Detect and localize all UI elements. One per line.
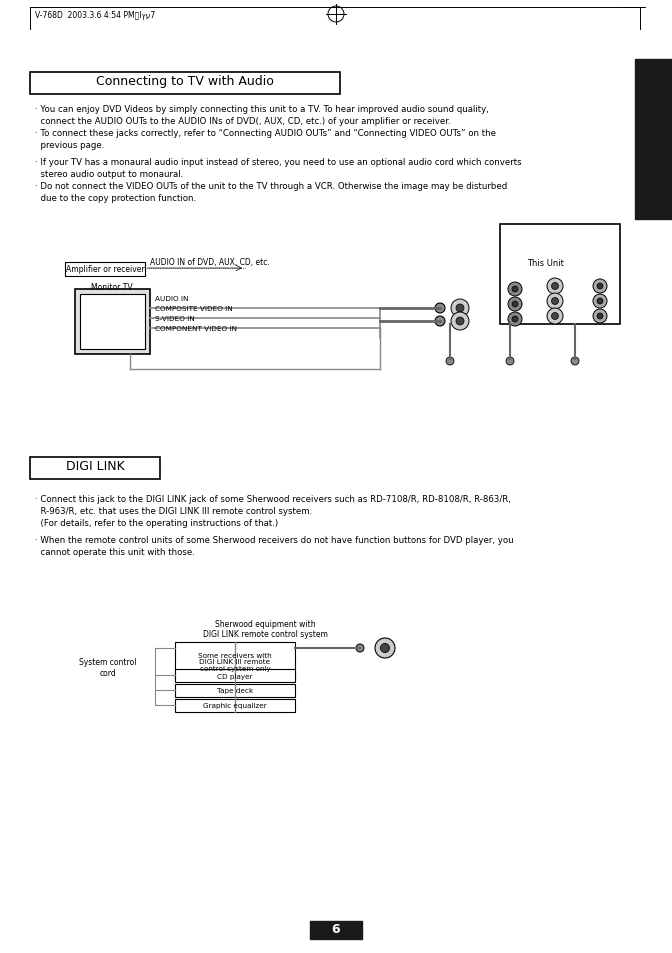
Text: Graphic equalizer: Graphic equalizer <box>203 702 267 709</box>
Circle shape <box>508 313 522 327</box>
FancyBboxPatch shape <box>80 294 145 350</box>
Text: connect the AUDIO OUTs to the AUDIO INs of DVD(, AUX, CD, etc.) of your amplifie: connect the AUDIO OUTs to the AUDIO INs … <box>35 117 451 126</box>
Text: R-963/R, etc. that uses the DIGI LINK III remote control system.: R-963/R, etc. that uses the DIGI LINK II… <box>35 506 312 516</box>
Circle shape <box>547 309 563 325</box>
FancyBboxPatch shape <box>175 642 295 681</box>
Text: previous page.: previous page. <box>35 141 104 150</box>
Circle shape <box>593 294 607 309</box>
Text: Connecting to TV with Audio: Connecting to TV with Audio <box>96 75 274 89</box>
Text: · If your TV has a monaural audio input instead of stereo, you need to use an op: · If your TV has a monaural audio input … <box>35 158 521 167</box>
Circle shape <box>446 357 454 366</box>
Circle shape <box>375 639 395 659</box>
Text: Monitor TV: Monitor TV <box>91 282 133 292</box>
Circle shape <box>547 294 563 310</box>
Text: · When the remote control units of some Sherwood receivers do not have function : · When the remote control units of some … <box>35 536 513 544</box>
Text: Sherwood equipment with
DIGI LINK remote control system: Sherwood equipment with DIGI LINK remote… <box>202 619 327 639</box>
Circle shape <box>593 280 607 294</box>
Text: AUDIO IN: AUDIO IN <box>155 295 189 302</box>
Circle shape <box>508 297 522 312</box>
Circle shape <box>552 298 558 305</box>
Text: Tape deck: Tape deck <box>217 688 253 694</box>
FancyBboxPatch shape <box>30 457 160 479</box>
Text: AUDIO IN of DVD, AUX, CD, etc.: AUDIO IN of DVD, AUX, CD, etc. <box>150 257 269 266</box>
Text: Some receivers with
DIGI LINK III remote
control system only: Some receivers with DIGI LINK III remote… <box>198 652 271 672</box>
Text: COMPONENT VIDEO IN: COMPONENT VIDEO IN <box>155 326 237 332</box>
Circle shape <box>356 644 364 652</box>
Text: (For details, refer to the operating instructions of that.): (For details, refer to the operating ins… <box>35 518 278 527</box>
Circle shape <box>552 283 558 291</box>
Circle shape <box>456 305 464 313</box>
Circle shape <box>597 314 603 319</box>
Text: COMPOSITE VIDEO IN: COMPOSITE VIDEO IN <box>155 306 233 312</box>
Circle shape <box>435 304 445 314</box>
Circle shape <box>435 316 445 327</box>
Circle shape <box>380 644 390 653</box>
FancyBboxPatch shape <box>500 225 620 325</box>
Circle shape <box>512 316 518 323</box>
Circle shape <box>506 357 514 366</box>
Text: Amplifier or receiver: Amplifier or receiver <box>66 264 144 274</box>
Text: S-VIDEO IN: S-VIDEO IN <box>155 315 195 322</box>
Circle shape <box>593 310 607 324</box>
Circle shape <box>451 313 469 331</box>
Circle shape <box>512 302 518 308</box>
Text: This Unit: This Unit <box>527 258 563 267</box>
Circle shape <box>571 357 579 366</box>
Text: · You can enjoy DVD Videos by simply connecting this unit to a TV. To hear impro: · You can enjoy DVD Videos by simply con… <box>35 105 489 113</box>
FancyBboxPatch shape <box>175 684 295 698</box>
Circle shape <box>547 278 563 294</box>
Bar <box>635 60 672 220</box>
Text: · Do not connect the VIDEO OUTs of the unit to the TV through a VCR. Otherwise t: · Do not connect the VIDEO OUTs of the u… <box>35 182 507 191</box>
Text: cannot operate this unit with those.: cannot operate this unit with those. <box>35 547 195 557</box>
Circle shape <box>597 298 603 305</box>
Text: · Connect this jack to the DIGI LINK jack of some Sherwood receivers such as RD-: · Connect this jack to the DIGI LINK jac… <box>35 495 511 503</box>
Text: stereo audio output to monaural.: stereo audio output to monaural. <box>35 170 183 179</box>
FancyBboxPatch shape <box>75 290 150 355</box>
Text: V-768D  2003.3.6 4:54 PMㅔΙץע7: V-768D 2003.3.6 4:54 PMㅔΙץע7 <box>35 10 155 19</box>
Circle shape <box>456 317 464 326</box>
Text: DIGI LINK: DIGI LINK <box>66 460 124 473</box>
FancyBboxPatch shape <box>175 700 295 712</box>
FancyBboxPatch shape <box>65 263 145 276</box>
Text: due to the copy protection function.: due to the copy protection function. <box>35 193 196 203</box>
Text: CD player: CD player <box>217 673 253 679</box>
Bar <box>310 921 362 939</box>
Text: · To connect these jacks correctly, refer to “Connecting AUDIO OUTs” and “Connec: · To connect these jacks correctly, refe… <box>35 129 496 138</box>
Circle shape <box>552 314 558 320</box>
Circle shape <box>508 283 522 296</box>
Circle shape <box>451 299 469 317</box>
Circle shape <box>597 284 603 290</box>
Circle shape <box>512 287 518 293</box>
Text: 6: 6 <box>332 923 340 936</box>
FancyBboxPatch shape <box>175 669 295 682</box>
FancyBboxPatch shape <box>30 73 340 95</box>
Text: System control
cord: System control cord <box>79 658 136 677</box>
